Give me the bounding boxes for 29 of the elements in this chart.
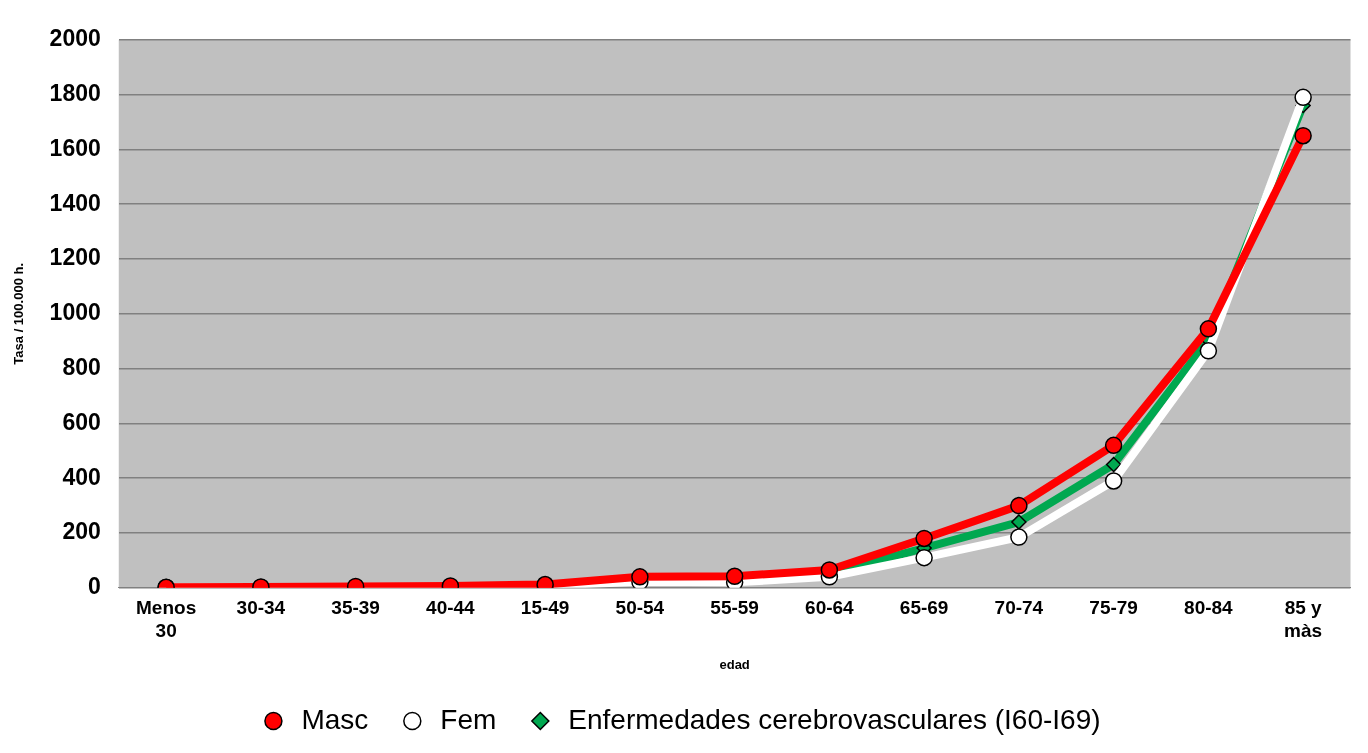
y-tick-label: 1000 [49, 299, 101, 326]
x-tick-label: 80-84 [1184, 597, 1234, 619]
y-tick-label: 200 [62, 518, 101, 545]
x-tick-label: 85 y màs [1284, 597, 1323, 642]
y-tick-label: 1400 [49, 189, 101, 216]
y-tick-label: 1600 [49, 134, 101, 161]
y-tick-label: 1800 [49, 79, 101, 106]
legend-label: Masc [301, 703, 369, 735]
x-tick-label: 60-64 [805, 597, 855, 619]
legend-label: Fem [440, 703, 497, 735]
x-tick-label: 35-39 [331, 597, 380, 619]
x-tick-label: 55-59 [710, 597, 759, 619]
y-tick-label: 0 [87, 573, 101, 600]
legend-label: Enfermedades cerebrovasculares (I60-I69) [568, 703, 1101, 735]
y-tick-label: 800 [62, 353, 101, 380]
y-tick-label: 2000 [49, 25, 101, 52]
x-tick-label: 65-69 [899, 597, 949, 619]
x-tick-label: 15-49 [520, 597, 570, 619]
x-tick-label: 75-79 [1089, 597, 1138, 619]
y-tick-label: 600 [62, 408, 101, 435]
y-tick-label: 1200 [49, 244, 101, 271]
x-tick-label: 30-34 [236, 597, 286, 619]
x-axis-title: edad [719, 656, 750, 672]
y-tick-label: 400 [62, 463, 101, 490]
x-tick-label: 70-74 [994, 597, 1044, 619]
x-tick-label: 40-44 [426, 597, 476, 619]
x-tick-label: 50-54 [615, 597, 665, 619]
y-axis-title: Tasa / 100.000 h. [11, 262, 27, 365]
x-tick-label: Menos 30 [136, 597, 197, 642]
